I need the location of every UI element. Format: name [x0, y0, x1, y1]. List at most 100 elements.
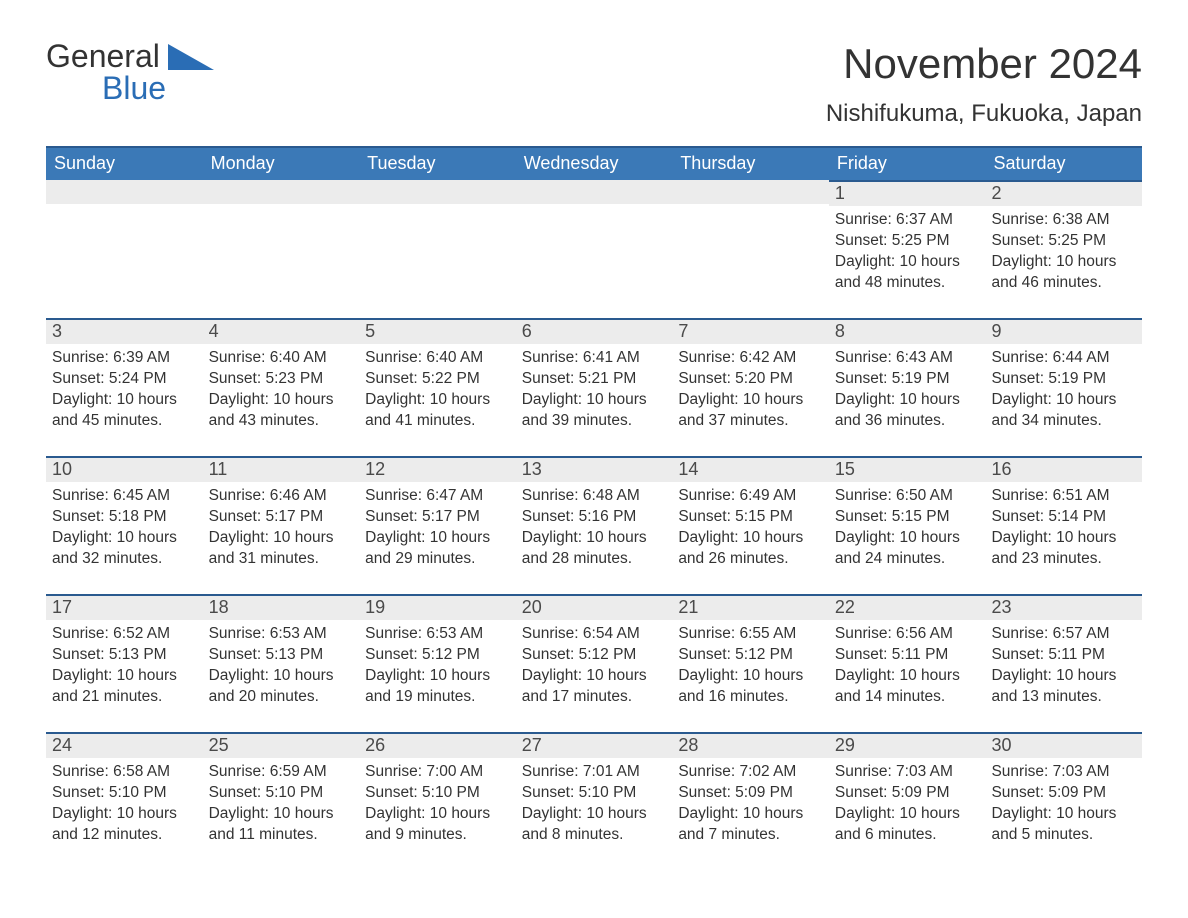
day-cell: 2Sunrise: 6:38 AMSunset: 5:25 PMDaylight… [985, 180, 1142, 308]
daylight-text: Daylight: 10 hours and 7 minutes. [678, 804, 825, 846]
sunset-text: Sunset: 5:21 PM [522, 369, 669, 390]
day-info: Sunrise: 7:03 AMSunset: 5:09 PMDaylight:… [989, 762, 1138, 846]
daylight-text: Daylight: 10 hours and 20 minutes. [209, 666, 356, 708]
sunrise-text: Sunrise: 6:57 AM [991, 624, 1138, 645]
day-cell: 26Sunrise: 7:00 AMSunset: 5:10 PMDayligh… [359, 732, 516, 860]
sunrise-text: Sunrise: 6:48 AM [522, 486, 669, 507]
day-cell: 14Sunrise: 6:49 AMSunset: 5:15 PMDayligh… [672, 456, 829, 584]
day-info: Sunrise: 6:50 AMSunset: 5:15 PMDaylight:… [833, 486, 982, 570]
empty-day [516, 180, 673, 204]
day-number: 22 [829, 594, 986, 620]
sunrise-text: Sunrise: 6:37 AM [835, 210, 982, 231]
day-cell [203, 180, 360, 308]
day-cell: 21Sunrise: 6:55 AMSunset: 5:12 PMDayligh… [672, 594, 829, 722]
logo-text: General Blue [46, 40, 166, 104]
day-cell: 1Sunrise: 6:37 AMSunset: 5:25 PMDaylight… [829, 180, 986, 308]
day-info: Sunrise: 6:53 AMSunset: 5:13 PMDaylight:… [207, 624, 356, 708]
day-cell: 29Sunrise: 7:03 AMSunset: 5:09 PMDayligh… [829, 732, 986, 860]
day-info: Sunrise: 6:56 AMSunset: 5:11 PMDaylight:… [833, 624, 982, 708]
day-number: 1 [829, 180, 986, 206]
day-info: Sunrise: 6:39 AMSunset: 5:24 PMDaylight:… [50, 348, 199, 432]
sunset-text: Sunset: 5:18 PM [52, 507, 199, 528]
day-number: 5 [359, 318, 516, 344]
day-cell: 7Sunrise: 6:42 AMSunset: 5:20 PMDaylight… [672, 318, 829, 446]
sunset-text: Sunset: 5:24 PM [52, 369, 199, 390]
day-cell: 4 Sunrise: 6:40 AMSunset: 5:23 PMDaylight… [203, 318, 360, 446]
daylight-text: Daylight: 10 hours and 9 minutes. [365, 804, 512, 846]
sunrise-text: Sunrise: 6:49 AM [678, 486, 825, 507]
day-number: 24 [46, 732, 203, 758]
sunset-text: Sunset: 5:09 PM [678, 783, 825, 804]
calendar-week: 24Sunrise: 6:58 AMSunset: 5:10 PMDayligh… [46, 732, 1142, 860]
day-cell: 10Sunrise: 6:45 AMSunset: 5:18 PMDayligh… [46, 456, 203, 584]
sunset-text: Sunset: 5:10 PM [522, 783, 669, 804]
day-cell: 25Sunrise: 6:59 AMSunset: 5:10 PMDayligh… [203, 732, 360, 860]
calendar-week: 10Sunrise: 6:45 AMSunset: 5:18 PMDayligh… [46, 456, 1142, 584]
day-number: 26 [359, 732, 516, 758]
sunset-text: Sunset: 5:19 PM [991, 369, 1138, 390]
sunset-text: Sunset: 5:11 PM [991, 645, 1138, 666]
day-info: Sunrise: 6:52 AMSunset: 5:13 PMDaylight:… [50, 624, 199, 708]
daylight-text: Daylight: 10 hours and 39 minutes. [522, 390, 669, 432]
weekday-label: Thursday [672, 148, 829, 180]
calendar-body: 1Sunrise: 6:37 AMSunset: 5:25 PMDaylight… [46, 180, 1142, 860]
daylight-text: Daylight: 10 hours and 11 minutes. [209, 804, 356, 846]
sunrise-text: Sunrise: 6:41 AM [522, 348, 669, 369]
sunset-text: Sunset: 5:20 PM [678, 369, 825, 390]
day-number: 25 [203, 732, 360, 758]
sunrise-text: Sunrise: 6:42 AM [678, 348, 825, 369]
sunset-text: Sunset: 5:09 PM [835, 783, 982, 804]
sunrise-text: Sunrise: 7:03 AM [835, 762, 982, 783]
day-number: 4 [203, 318, 360, 344]
day-cell: 28 Sunrise: 7:02 AMSunset: 5:09 PMDayligh… [672, 732, 829, 860]
daylight-text: Daylight: 10 hours and 26 minutes. [678, 528, 825, 570]
day-info: Sunrise: 6:49 AMSunset: 5:15 PMDaylight:… [676, 486, 825, 570]
header: General Blue November 2024 Nishifukuma, … [46, 40, 1142, 128]
sunrise-text: Sunrise: 6:50 AM [835, 486, 982, 507]
calendar-week: 3Sunrise: 6:39 AMSunset: 5:24 PMDaylight… [46, 318, 1142, 446]
day-number: 12 [359, 456, 516, 482]
day-info: Sunrise: 6:40 AMSunset: 5:23 PMDaylight:… [207, 348, 356, 432]
day-cell: 16Sunrise: 6:51 AMSunset: 5:14 PMDayligh… [985, 456, 1142, 584]
day-info: Sunrise: 6:46 AMSunset: 5:17 PMDaylight:… [207, 486, 356, 570]
day-cell: 17Sunrise: 6:52 AMSunset: 5:13 PMDayligh… [46, 594, 203, 722]
day-cell [46, 180, 203, 308]
sunrise-text: Sunrise: 7:00 AM [365, 762, 512, 783]
day-cell: 12Sunrise: 6:47 AMSunset: 5:17 PMDayligh… [359, 456, 516, 584]
empty-day [672, 180, 829, 204]
day-cell: 15Sunrise: 6:50 AMSunset: 5:15 PMDayligh… [829, 456, 986, 584]
daylight-text: Daylight: 10 hours and 28 minutes. [522, 528, 669, 570]
day-cell: 11Sunrise: 6:46 AMSunset: 5:17 PMDayligh… [203, 456, 360, 584]
sunrise-text: Sunrise: 6:53 AM [209, 624, 356, 645]
day-info: Sunrise: 6:40 AMSunset: 5:22 PMDaylight:… [363, 348, 512, 432]
daylight-text: Daylight: 10 hours and 37 minutes. [678, 390, 825, 432]
empty-day [46, 180, 203, 204]
day-cell: 13Sunrise: 6:48 AMSunset: 5:16 PMDayligh… [516, 456, 673, 584]
day-number: 28 [672, 732, 829, 758]
sunset-text: Sunset: 5:10 PM [209, 783, 356, 804]
weekday-label: Wednesday [516, 148, 673, 180]
sunrise-text: Sunrise: 6:58 AM [52, 762, 199, 783]
sunset-text: Sunset: 5:10 PM [52, 783, 199, 804]
sunrise-text: Sunrise: 6:51 AM [991, 486, 1138, 507]
day-number: 8 [829, 318, 986, 344]
daylight-text: Daylight: 10 hours and 48 minutes. [835, 252, 982, 294]
day-number: 23 [985, 594, 1142, 620]
daylight-text: Daylight: 10 hours and 36 minutes. [835, 390, 982, 432]
day-number: 10 [46, 456, 203, 482]
daylight-text: Daylight: 10 hours and 34 minutes. [991, 390, 1138, 432]
day-number: 13 [516, 456, 673, 482]
day-cell: 19Sunrise: 6:53 AMSunset: 5:12 PMDayligh… [359, 594, 516, 722]
day-info: Sunrise: 7:02 AMSunset: 5:09 PMDaylight:… [676, 762, 825, 846]
title-block: November 2024 Nishifukuma, Fukuoka, Japa… [826, 40, 1142, 128]
sunrise-text: Sunrise: 6:39 AM [52, 348, 199, 369]
sunrise-text: Sunrise: 6:53 AM [365, 624, 512, 645]
daylight-text: Daylight: 10 hours and 8 minutes. [522, 804, 669, 846]
sunrise-text: Sunrise: 6:43 AM [835, 348, 982, 369]
day-number: 16 [985, 456, 1142, 482]
weekday-label: Monday [203, 148, 360, 180]
day-cell [516, 180, 673, 308]
sunset-text: Sunset: 5:19 PM [835, 369, 982, 390]
day-cell: 18Sunrise: 6:53 AMSunset: 5:13 PMDayligh… [203, 594, 360, 722]
weekday-label: Sunday [46, 148, 203, 180]
